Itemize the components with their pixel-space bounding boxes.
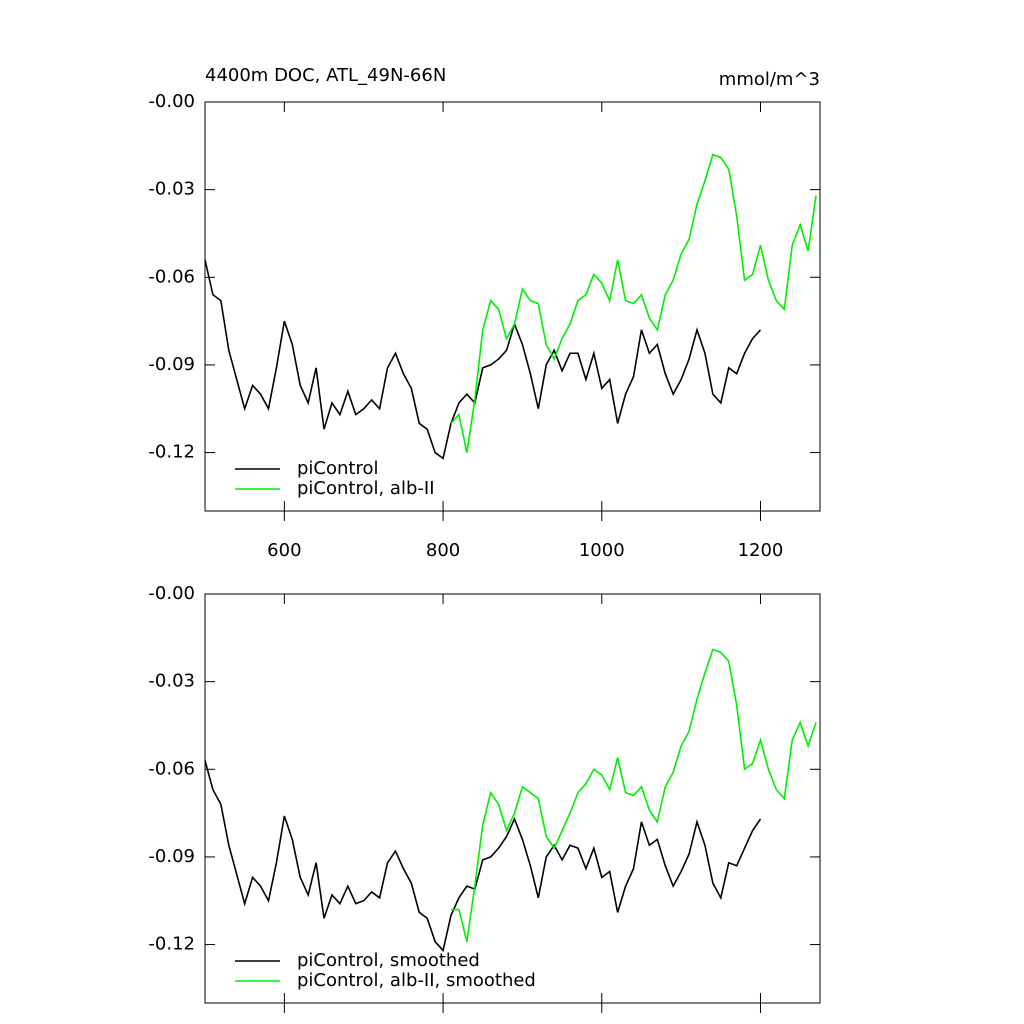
plot-frame: [204, 101, 821, 512]
y-tick-label: -0.03: [148, 671, 195, 692]
data-line: [451, 648, 817, 942]
y-tick-label: -0.00: [148, 91, 195, 112]
y-tick-label: -0.00: [148, 583, 195, 604]
y-tick-label: -0.06: [148, 266, 195, 287]
legend-label: piControl, alb-II, smoothed: [297, 970, 536, 991]
plot-frame: [204, 593, 821, 1004]
x-tick-label: 1000: [579, 540, 625, 561]
units-label: mmol/m^3: [719, 69, 820, 90]
chart-title: 4400m DOC, ATL_49N-66N: [205, 65, 446, 86]
data-line: [204, 760, 762, 953]
x-tick-label: 600: [267, 540, 301, 561]
y-tick-label: -0.12: [148, 442, 195, 463]
data-line: [450, 153, 817, 453]
x-tick-label: 1200: [738, 540, 784, 561]
y-tick-label: -0.09: [148, 846, 195, 867]
y-tick-label: -0.06: [148, 758, 195, 779]
legend-label: piControl, smoothed: [297, 950, 480, 971]
y-tick-label: -0.09: [148, 354, 195, 375]
data-line: [204, 259, 762, 460]
x-tick-label: 800: [426, 540, 460, 561]
y-tick-label: -0.12: [148, 934, 195, 955]
y-tick-label: -0.03: [148, 179, 195, 200]
legend-label: piControl, alb-II: [297, 478, 435, 499]
legend-label: piControl: [297, 458, 379, 479]
